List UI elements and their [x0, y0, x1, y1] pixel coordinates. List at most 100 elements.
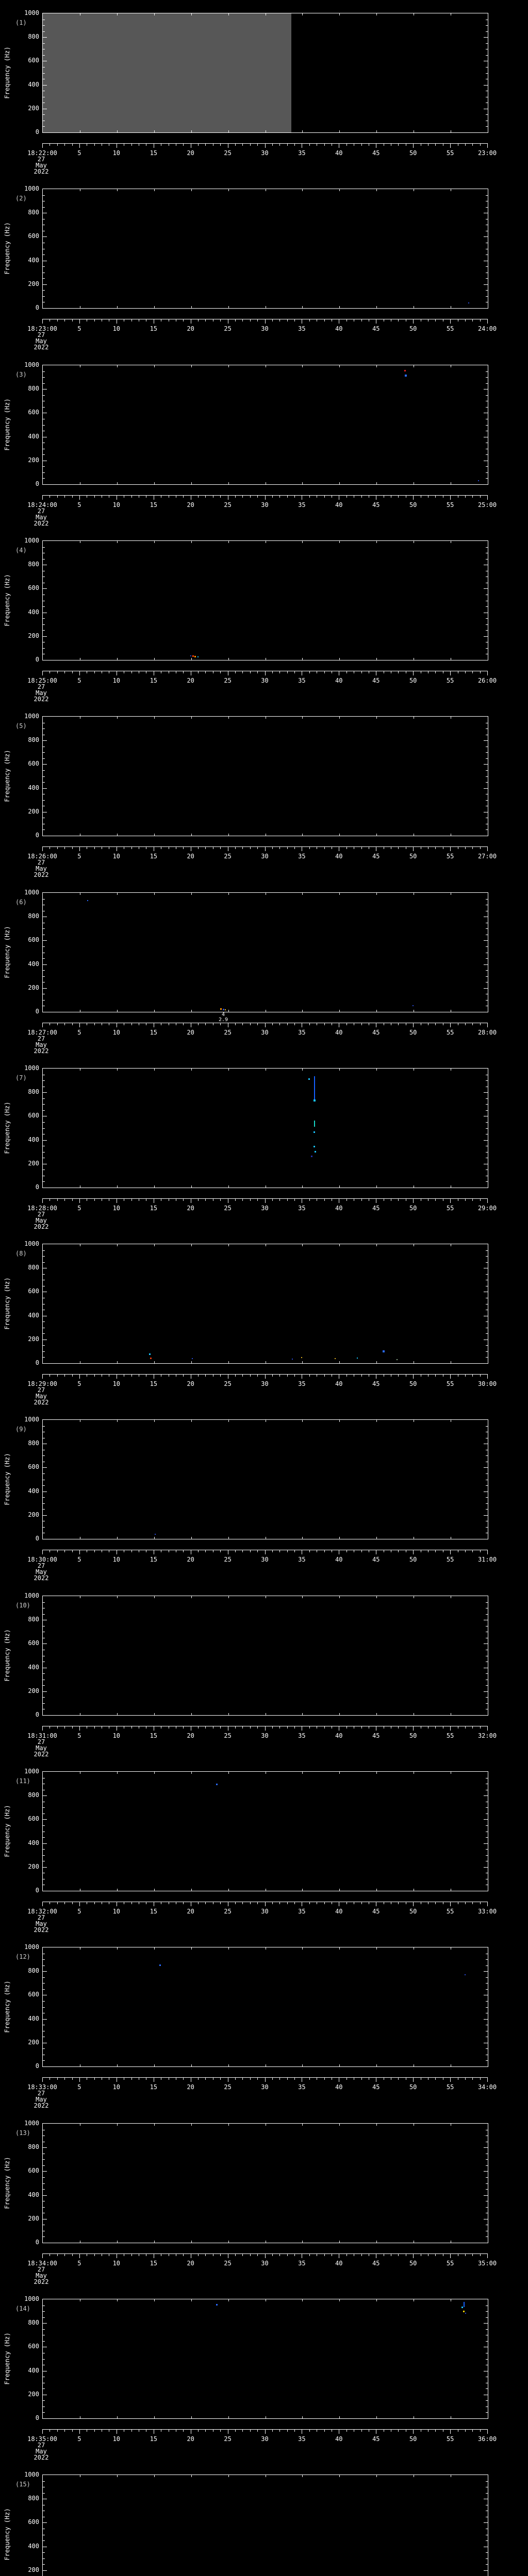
- x-axis-tick: [64, 1550, 65, 1552]
- x-box-tick: [228, 306, 229, 308]
- x-tick-label: 15: [150, 1380, 158, 1387]
- y-axis-tick: [486, 472, 488, 473]
- x-box-tick: [117, 2475, 118, 2477]
- plot-area: [42, 1244, 488, 1364]
- y-tick-label: 0: [35, 2414, 39, 2421]
- x-axis-tick: [94, 847, 95, 849]
- y-axis-tick: [486, 782, 488, 783]
- detection-point: [159, 1964, 161, 1967]
- x-box-tick: [191, 2064, 192, 2066]
- axis-start-time: 18:33:00: [27, 2083, 57, 2091]
- x-box-tick: [191, 2299, 192, 2301]
- spectrogram-panel: (4) Frequency (Hz) 1000 800 600 400 200 0 5 10 15 2…: [0, 528, 528, 704]
- x-tick-label: 20: [187, 325, 194, 332]
- axis-start-time: 18:22:00: [27, 149, 57, 157]
- x-tick-label: 5: [77, 2260, 81, 2267]
- x-box-tick: [376, 1947, 377, 1950]
- x-axis-tick: [72, 1023, 73, 1025]
- x-axis-tick: [294, 144, 295, 146]
- x-box-tick: [302, 2416, 303, 2418]
- x-box-tick: [154, 1947, 155, 1950]
- axis-end-time: 30:00: [477, 1380, 497, 1387]
- x-box-tick: [228, 482, 229, 484]
- x-tick-label: 15: [150, 2083, 158, 2091]
- x-box-tick: [154, 1244, 155, 1246]
- x-box-tick: [117, 1010, 118, 1012]
- x-axis-tick: [94, 1199, 95, 1201]
- x-axis-tick: [450, 2430, 451, 2434]
- panel-index-label: (1): [15, 19, 27, 26]
- x-tick-label: 40: [335, 2260, 343, 2267]
- plot-area: [42, 2475, 488, 2576]
- y-axis-tick: [486, 1274, 488, 1275]
- x-box-tick: [117, 2124, 118, 2126]
- x-axis-tick: [287, 2430, 288, 2432]
- detection-point: [301, 1357, 303, 1358]
- x-axis-tick: [72, 2078, 73, 2080]
- x-tick-label: 25: [224, 1029, 232, 1036]
- y-tick-label: 600: [28, 2167, 39, 2175]
- y-tick-label: 800: [28, 33, 39, 41]
- axis-end-time: 33:00: [477, 1908, 497, 1915]
- y-axis-tick: [43, 2341, 45, 2342]
- x-tick-label: 55: [446, 1556, 454, 1563]
- y-axis-tick: [486, 1697, 488, 1698]
- x-axis-tick: [361, 144, 362, 146]
- x-axis-tick: [72, 1550, 73, 1552]
- x-box-tick: [154, 2299, 155, 2301]
- y-tick-label: 600: [28, 232, 39, 240]
- x-axis-tick: [272, 671, 273, 673]
- x-axis-tick: [450, 319, 451, 324]
- y-axis-tick: [486, 2207, 488, 2208]
- axis-date-line: 2022: [34, 520, 49, 527]
- x-axis-tick: [57, 1902, 58, 1904]
- y-axis-tick: [43, 2317, 45, 2318]
- x-axis-tick: [324, 2430, 325, 2432]
- time-axis: [42, 143, 488, 144]
- axis-start-time: 18:25:00: [27, 677, 57, 684]
- y-axis-tick: [43, 1140, 47, 1141]
- x-tick-label: 25: [224, 1205, 232, 1212]
- y-axis-tick: [486, 2400, 488, 2401]
- y-axis-tick: [486, 758, 488, 759]
- y-axis-tick: [43, 383, 45, 384]
- x-tick-label: 5: [77, 149, 81, 157]
- x-box-tick: [302, 541, 303, 543]
- x-axis-tick: [398, 496, 399, 498]
- x-axis-tick: [131, 1375, 132, 1377]
- x-box-tick: [228, 1772, 229, 1774]
- x-box-tick: [339, 834, 340, 836]
- x-box-tick: [154, 2416, 155, 2418]
- y-axis-tick: [486, 999, 488, 1001]
- x-axis-tick: [242, 1199, 243, 1201]
- x-axis-tick: [79, 1199, 80, 1203]
- x-axis-tick: [183, 319, 184, 321]
- detection-point: [335, 1358, 336, 1360]
- x-box-tick: [228, 2241, 229, 2243]
- x-axis-tick: [450, 847, 451, 851]
- axis-start-time: 18:28:00: [27, 1205, 57, 1212]
- x-box-tick: [191, 1185, 192, 1188]
- x-tick-label: 25: [224, 501, 232, 509]
- x-axis-tick: [64, 2254, 65, 2256]
- y-axis-tick: [43, 2189, 45, 2190]
- y-tick-label: 800: [28, 1088, 39, 1096]
- x-axis-tick: [183, 1726, 184, 1728]
- x-box-tick: [117, 658, 118, 660]
- x-box-tick: [376, 2064, 377, 2066]
- x-box-tick: [376, 2124, 377, 2126]
- detection-point: [197, 656, 199, 657]
- y-axis-tick: [486, 970, 488, 971]
- x-axis-tick: [235, 1023, 236, 1025]
- x-box-tick: [191, 365, 192, 367]
- x-tick-label: 30: [261, 853, 269, 860]
- x-tick-label: 5: [77, 2435, 81, 2443]
- x-axis-tick: [242, 1726, 243, 1728]
- x-axis-tick: [131, 496, 132, 498]
- y-axis-tick: [486, 290, 488, 291]
- y-axis-tick: [43, 558, 45, 560]
- x-box-tick: [191, 1069, 192, 1071]
- x-box-tick: [302, 1537, 303, 1539]
- axis-date-line: May: [36, 162, 47, 169]
- x-box-tick: [302, 365, 303, 367]
